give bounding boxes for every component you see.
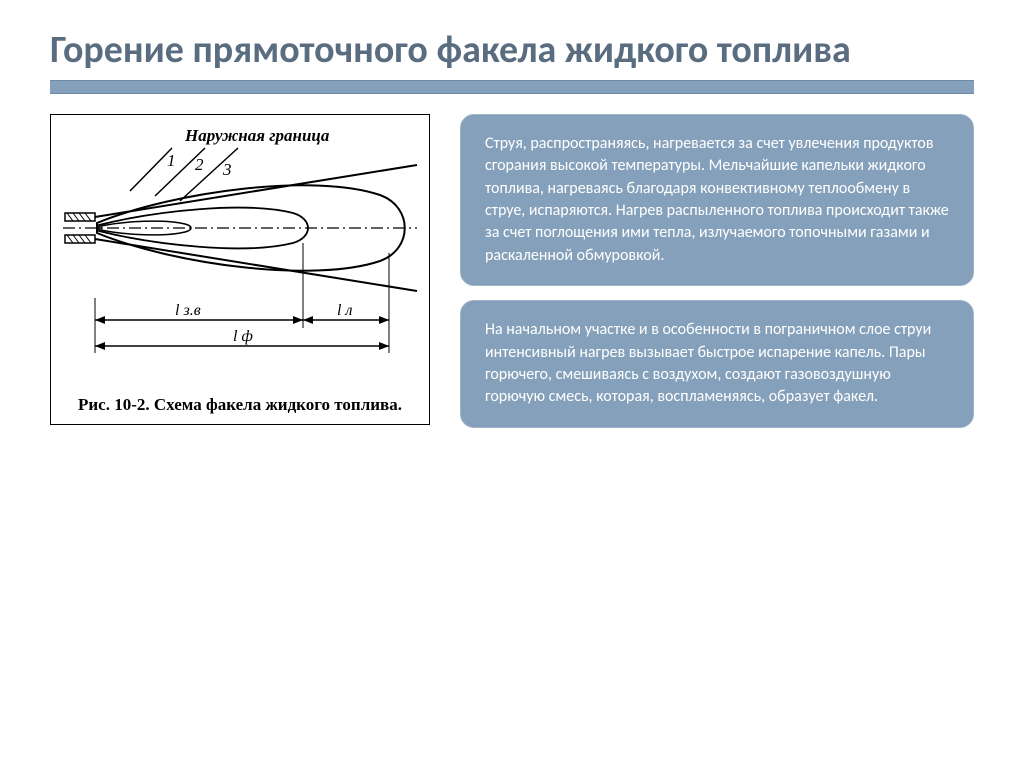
label-1: 1	[167, 151, 176, 170]
slide: Горение прямоточного факела жидкого топл…	[0, 0, 1024, 767]
page-title: Горение прямоточного факела жидкого топл…	[50, 30, 974, 72]
text-block-2: На начальном участке и в особенности в п…	[460, 300, 974, 428]
dim-ln: l л	[337, 302, 352, 319]
flame-diagram: Наружная граница 1 2 3	[55, 123, 425, 383]
title-area: Горение прямоточного факела жидкого топл…	[50, 30, 974, 94]
diagram-box: Наружная граница 1 2 3	[50, 114, 430, 425]
dim-lzb: l з.в	[175, 302, 201, 319]
text-block-1: Струя, распространяясь, нагревается за с…	[460, 114, 974, 286]
diagram-column: Наружная граница 1 2 3	[50, 114, 430, 428]
content-row: Наружная граница 1 2 3	[50, 114, 974, 428]
label-3: 3	[222, 160, 232, 179]
text-column: Струя, распространяясь, нагревается за с…	[460, 114, 974, 428]
diagram-caption: Рис. 10-2. Схема факела жидкого топлива.	[55, 394, 425, 416]
dim-lf: l ф	[233, 328, 253, 345]
label-2: 2	[195, 155, 204, 174]
title-underline	[50, 80, 974, 94]
annotation-label: Наружная граница	[184, 126, 330, 145]
